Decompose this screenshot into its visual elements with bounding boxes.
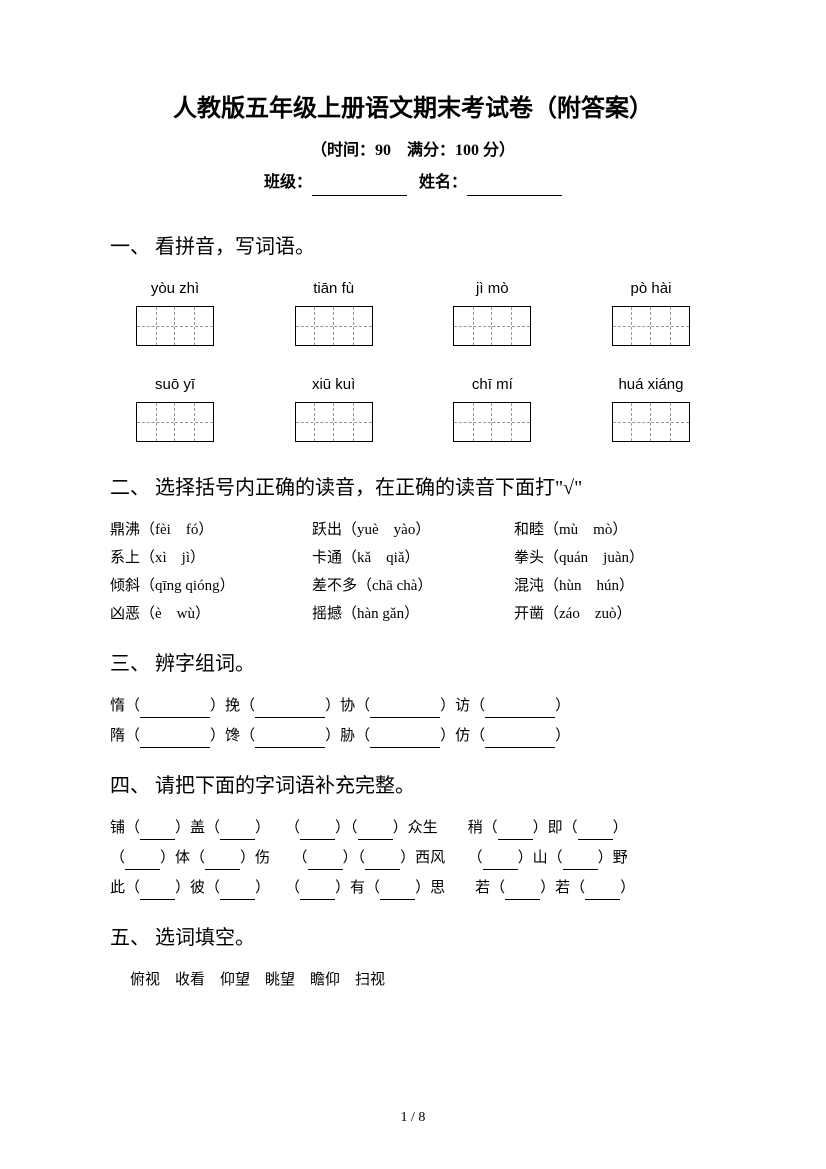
pinyin-label: pò hài [586, 277, 716, 301]
fill-blank[interactable] [380, 899, 415, 900]
q2-cell: 混沌（hùn hún） [514, 574, 716, 598]
q2-row: 鼎沸（fèi fó） 跃出（yuè yào） 和睦（mù mò） [110, 518, 716, 542]
pinyin-label: suō yī [110, 373, 240, 397]
q1-title: 一、 看拼音，写词语。 [110, 231, 716, 263]
q4-line: 铺（）盖（） （）（）众生 稍（）即（） [110, 816, 716, 840]
answer-grid[interactable] [136, 402, 214, 442]
pinyin-row-1: yòu zhì tiān fù jì mò pò hài [110, 277, 716, 354]
fill-blank[interactable] [578, 839, 613, 840]
fill-blank[interactable] [370, 747, 440, 748]
fill-blank[interactable] [205, 869, 240, 870]
pinyin-row-2: suō yī xiū kuì chī mí huá xiáng [110, 373, 716, 450]
q3-char: 馋 [225, 728, 240, 744]
q4-line: （）体（）伤 （）（）西风 （）山（）野 [110, 846, 716, 870]
q3-row-2: 隋（）馋（）胁（）仿（） [110, 724, 716, 748]
fill-blank[interactable] [308, 869, 343, 870]
q3-row-1: 惰（）挽（）协（）访（） [110, 694, 716, 718]
q4-title: 四、 请把下面的字词语补充完整。 [110, 770, 716, 802]
pinyin-label: jì mò [427, 277, 557, 301]
pinyin-item: xiū kuì [269, 373, 399, 450]
q2-cell: 和睦（mù mò） [514, 518, 716, 542]
pinyin-item: yòu zhì [110, 277, 240, 354]
fill-blank[interactable] [358, 839, 393, 840]
q3-char: 仿 [455, 728, 470, 744]
q2-row: 凶恶（è wù） 摇撼（hàn gǎn） 开凿（záo zuò） [110, 602, 716, 626]
pinyin-item: tiān fù [269, 277, 399, 354]
fill-blank[interactable] [498, 839, 533, 840]
q2-row: 倾斜（qīng qióng） 差不多（chā chà） 混沌（hùn hún） [110, 574, 716, 598]
q2-cell: 开凿（záo zuò） [514, 602, 716, 626]
q5-title: 五、 选词填空。 [110, 922, 716, 954]
q3-char: 隋 [110, 728, 125, 744]
q2-cell: 倾斜（qīng qióng） [110, 574, 312, 598]
pinyin-label: huá xiáng [586, 373, 716, 397]
q2-cell: 凶恶（è wù） [110, 602, 312, 626]
class-blank[interactable] [312, 195, 407, 196]
pinyin-item: jì mò [427, 277, 557, 354]
fill-blank[interactable] [255, 747, 325, 748]
exam-subtitle: （时间：90 满分：100 分） [110, 138, 716, 164]
fill-blank[interactable] [370, 717, 440, 718]
answer-grid[interactable] [136, 306, 214, 346]
answer-grid[interactable] [453, 402, 531, 442]
answer-grid[interactable] [295, 402, 373, 442]
q2-cell: 卡通（kǎ qiǎ） [312, 546, 514, 570]
q3-char: 挽 [225, 698, 240, 714]
fill-blank[interactable] [140, 747, 210, 748]
q2-cell: 差不多（chā chà） [312, 574, 514, 598]
q5-words: 俯视 收看 仰望 眺望 瞻仰 扫视 [110, 968, 716, 992]
fill-blank[interactable] [255, 717, 325, 718]
fill-blank[interactable] [485, 747, 555, 748]
fill-blank[interactable] [365, 869, 400, 870]
class-label: 班级： [264, 174, 312, 191]
page-number: 1 / 8 [0, 1107, 826, 1129]
q3-char: 访 [455, 698, 470, 714]
q3-char: 胁 [340, 728, 355, 744]
name-label: 姓名： [419, 174, 467, 191]
fill-blank[interactable] [485, 717, 555, 718]
q3-char: 惰 [110, 698, 125, 714]
pinyin-item: huá xiáng [586, 373, 716, 450]
answer-grid[interactable] [295, 306, 373, 346]
pinyin-item: suō yī [110, 373, 240, 450]
answer-grid[interactable] [612, 402, 690, 442]
answer-grid[interactable] [612, 306, 690, 346]
fill-blank[interactable] [125, 869, 160, 870]
name-blank[interactable] [467, 195, 562, 196]
fill-blank[interactable] [220, 899, 255, 900]
fill-blank[interactable] [585, 899, 620, 900]
fill-blank[interactable] [220, 839, 255, 840]
q3-char: 协 [340, 698, 355, 714]
fill-blank[interactable] [300, 839, 335, 840]
q3-title: 三、 辨字组词。 [110, 648, 716, 680]
pinyin-label: tiān fù [269, 277, 399, 301]
exam-title: 人教版五年级上册语文期末考试卷（附答案） [110, 90, 716, 128]
fill-blank[interactable] [140, 899, 175, 900]
fill-blank[interactable] [140, 839, 175, 840]
pinyin-label: xiū kuì [269, 373, 399, 397]
fill-blank[interactable] [505, 899, 540, 900]
answer-grid[interactable] [453, 306, 531, 346]
fill-blank[interactable] [563, 869, 598, 870]
fill-blank[interactable] [300, 899, 335, 900]
q2-cell: 拳头（quán juàn） [514, 546, 716, 570]
pinyin-label: chī mí [427, 373, 557, 397]
q4-line: 此（）彼（） （）有（）思 若（）若（） [110, 876, 716, 900]
fill-blank[interactable] [483, 869, 518, 870]
q2-row: 系上（xì jì） 卡通（kǎ qiǎ） 拳头（quán juàn） [110, 546, 716, 570]
fill-blank[interactable] [140, 717, 210, 718]
student-info: 班级： 姓名： [110, 170, 716, 196]
q2-cell: 系上（xì jì） [110, 546, 312, 570]
pinyin-label: yòu zhì [110, 277, 240, 301]
q2-title: 二、 选择括号内正确的读音，在正确的读音下面打"√" [110, 472, 716, 504]
q2-cell: 摇撼（hàn gǎn） [312, 602, 514, 626]
q2-cell: 跃出（yuè yào） [312, 518, 514, 542]
pinyin-item: pò hài [586, 277, 716, 354]
q2-cell: 鼎沸（fèi fó） [110, 518, 312, 542]
pinyin-item: chī mí [427, 373, 557, 450]
